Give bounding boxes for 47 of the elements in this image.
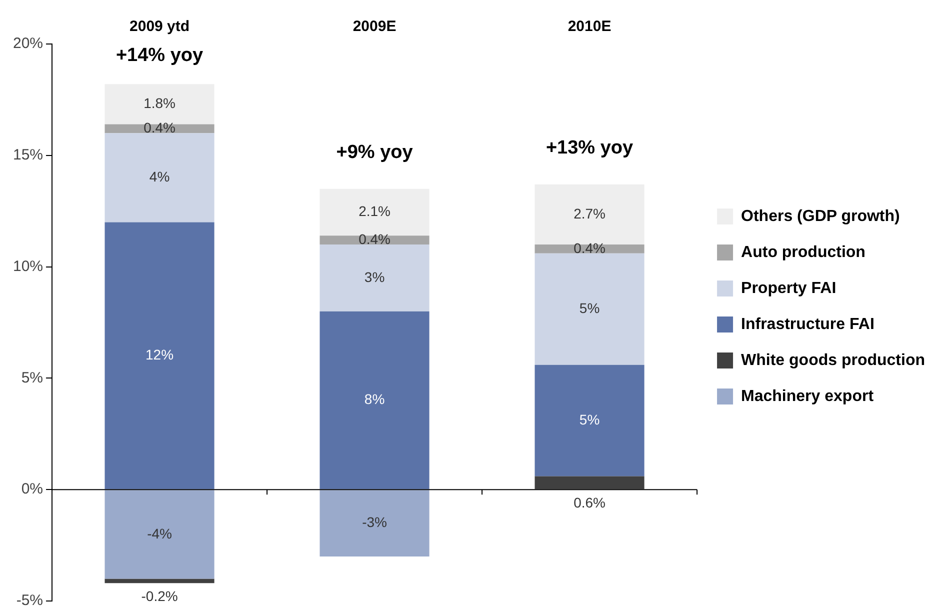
data-label: 3% xyxy=(364,268,385,285)
data-label: 1.8% xyxy=(144,95,176,112)
data-label: 2.1% xyxy=(358,203,390,220)
bar xyxy=(104,133,214,222)
annotation: +14% yoy xyxy=(116,45,204,66)
bar xyxy=(104,84,214,124)
data-label: 8% xyxy=(364,391,385,408)
bar xyxy=(320,490,430,556)
y-tick-label: 10% xyxy=(12,258,44,275)
data-label: 5% xyxy=(579,411,600,428)
data-label: 12% xyxy=(146,346,174,363)
data-label: 0.4% xyxy=(574,240,606,256)
data-label: 2.7% xyxy=(574,205,606,222)
bar xyxy=(534,476,644,490)
data-label: -4% xyxy=(147,525,172,542)
y-tick-label: 15% xyxy=(12,146,44,164)
data-label: 0.4% xyxy=(144,120,176,136)
bar xyxy=(104,490,214,579)
bar xyxy=(534,364,644,476)
y-tick-label: 0% xyxy=(21,480,44,498)
data-label: 0.4% xyxy=(358,230,390,247)
legend-label: Others (GDP growth) xyxy=(741,208,900,225)
legend-label: Property FAI xyxy=(741,280,836,297)
bar xyxy=(104,222,214,490)
bar xyxy=(534,253,644,365)
data-label: 4% xyxy=(149,168,170,185)
bar xyxy=(320,188,430,236)
annotation: +13% yoy xyxy=(546,138,634,159)
annotation: +9% yoy xyxy=(336,142,414,164)
data-label: -3% xyxy=(362,514,387,530)
legend-label: Auto production xyxy=(741,244,866,261)
data-label: 0.6% xyxy=(574,494,606,510)
x-tick-label: 2009E xyxy=(352,18,396,36)
x-tick-label: 2009 ytd xyxy=(130,18,190,36)
y-tick-label: -5% xyxy=(16,592,44,610)
bar xyxy=(320,244,430,312)
bar xyxy=(320,311,430,490)
x-tick-label: 2010E xyxy=(568,18,612,36)
bar xyxy=(104,578,214,584)
data-label: 5% xyxy=(579,300,600,316)
bar xyxy=(534,184,644,245)
legend-label: Infrastructure FAI xyxy=(741,316,874,333)
legend-label: White goods production xyxy=(741,352,925,369)
y-tick-label: 20% xyxy=(12,35,44,52)
legend-label: Machinery export xyxy=(741,388,874,405)
data-label: -0.2% xyxy=(141,588,178,604)
y-tick-label: 5% xyxy=(21,369,44,386)
